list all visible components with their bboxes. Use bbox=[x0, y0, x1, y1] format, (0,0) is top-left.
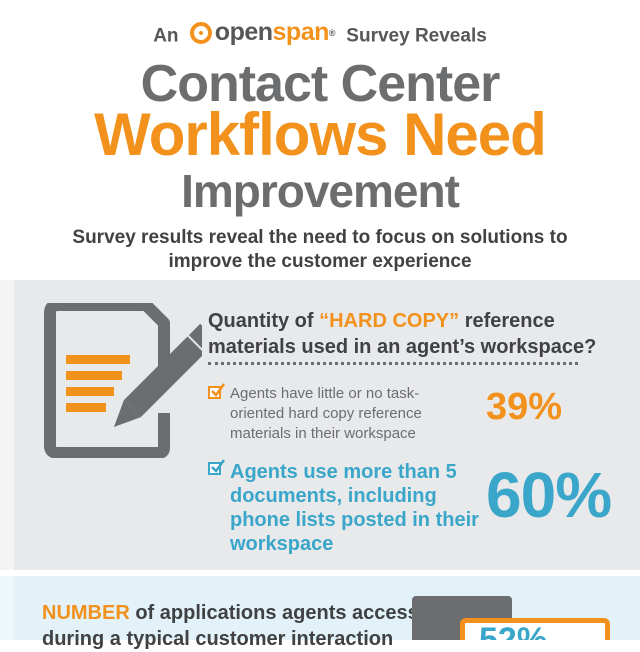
dotted-divider bbox=[208, 362, 578, 365]
openspan-logo: open span ® bbox=[189, 18, 336, 47]
question-line-2: during a typical customer interaction bbox=[42, 628, 394, 650]
section-gap bbox=[0, 570, 640, 576]
subtitle-line-1: Survey results reveal the need to focus … bbox=[72, 227, 568, 248]
logo-text-span: span bbox=[272, 18, 330, 46]
question-highlight: “HARD COPY” bbox=[319, 310, 460, 332]
question-line-2: materials used in an agent’s workspace? bbox=[208, 336, 597, 358]
checkbox-icon bbox=[208, 459, 225, 475]
intro-line: An open span ® Survey Reveals bbox=[0, 18, 640, 48]
logo-text-open: open bbox=[214, 18, 273, 46]
intro-post: Survey Reveals bbox=[346, 25, 487, 47]
percent-value: 60% bbox=[486, 459, 612, 531]
hard-copy-question: Quantity of “HARD COPY” reference materi… bbox=[208, 308, 628, 360]
logo-trademark: ® bbox=[328, 27, 336, 38]
applications-question: NUMBER of applications agents access dur… bbox=[42, 600, 419, 652]
percent-value: 39% bbox=[486, 386, 563, 428]
title-line-1: Contact Center bbox=[140, 55, 501, 113]
question-line-1: of applications agents access bbox=[135, 602, 419, 624]
stat-box: 52% bbox=[460, 618, 610, 640]
title-line-3: Improvement bbox=[181, 165, 460, 217]
header-area bbox=[0, 0, 640, 280]
item-text: Agents use more than 5 documents, includ… bbox=[230, 461, 479, 555]
intro-pre: An bbox=[153, 25, 179, 47]
question-post: reference bbox=[464, 310, 555, 332]
checkbox-icon bbox=[208, 383, 225, 399]
subtitle-line-2: improve the customer experience bbox=[168, 251, 472, 272]
item-text: Agents have little or no task-oriented h… bbox=[230, 385, 422, 442]
subtitle: Survey results reveal the need to focus … bbox=[0, 226, 640, 274]
question-pre: Quantity of bbox=[208, 310, 314, 332]
stat-value: 52% bbox=[479, 621, 548, 640]
question-highlight: NUMBER bbox=[42, 602, 130, 624]
document-pencil-icon bbox=[44, 303, 202, 458]
logo-mark-icon bbox=[189, 21, 212, 44]
title-line-2: Workflows Need bbox=[94, 101, 547, 168]
